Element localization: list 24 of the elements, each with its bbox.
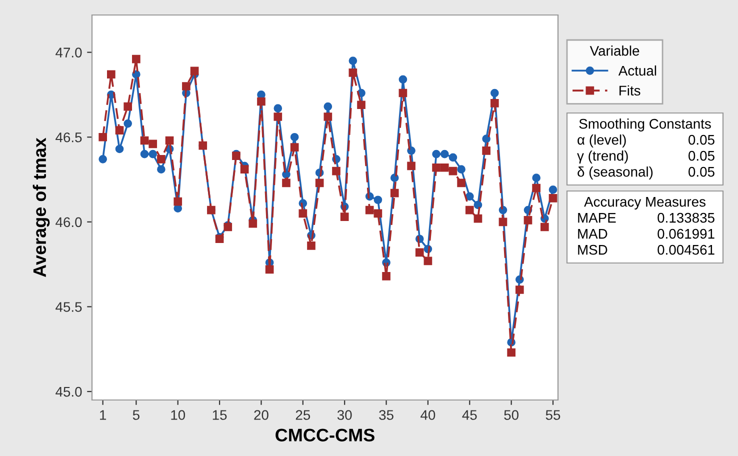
x-tick-label: 45 [462, 410, 477, 420]
y-tick-label: 45.5 [56, 302, 82, 312]
y-tick-label: 47.0 [56, 48, 82, 58]
x-tick-label: 10 [171, 410, 186, 420]
x-tick-label: 30 [337, 410, 352, 420]
x-tick-label: 50 [504, 410, 518, 420]
y-axis-title: Average of tmax [32, 138, 50, 277]
x-tick-label: 40 [420, 410, 436, 420]
x-axis-title: CMCC-CMS [276, 428, 374, 442]
text: Smoothing Constants α (level) 0.05 γ (trend) 0.05 δ (seasonal) 0.05 [577, 118, 714, 180]
legend-label: Fits [620, 85, 640, 96]
x-tick-label: 20 [254, 410, 268, 420]
x-tick-label: 35 [379, 410, 394, 420]
x-tick-label: 25 [296, 410, 310, 420]
x-tick-label: 55 [546, 410, 560, 420]
x-tick-label: 15 [212, 410, 227, 420]
y-tick-label: 45.0 [56, 386, 82, 397]
y-tick-label: 46.0 [56, 217, 82, 228]
legend-title: Variable [590, 46, 640, 56]
y-tick-label: 46.5 [56, 132, 82, 142]
x-tick-label: 1 [100, 410, 106, 420]
text: Accuracy Measures MAPE 0.133835 MAD 0.061991 MSD 0.004561 [578, 197, 714, 255]
legend-label: Actual [618, 65, 656, 76]
x-tick-label: 5 [132, 410, 140, 420]
